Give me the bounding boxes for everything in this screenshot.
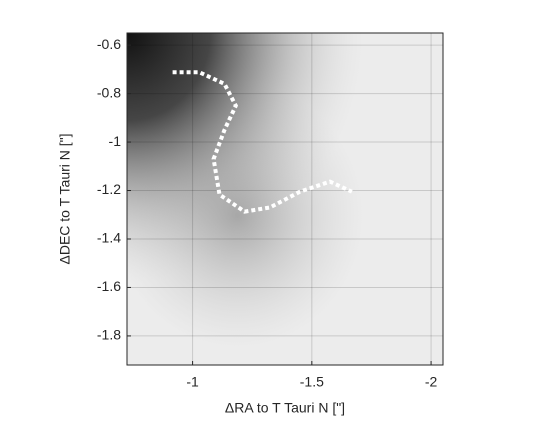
y-tick-label: -0.8 — [97, 84, 121, 100]
y-tick-label: -1.8 — [97, 327, 121, 343]
x-tick-label: -1 — [186, 374, 199, 390]
x-tick-label: -1.5 — [300, 374, 324, 390]
y-tick-label: -1.6 — [97, 278, 121, 294]
x-axis-label: ΔRA to T Tauri N ["] — [225, 400, 345, 416]
axes-box — [126, 32, 444, 366]
y-tick-label: -1.4 — [97, 230, 121, 246]
y-axis-label: ΔDEC to T Tauri N ["] — [57, 133, 73, 264]
y-tick-label: -1 — [109, 133, 122, 149]
y-tick-label: -1.2 — [97, 181, 121, 197]
y-tick-label: -0.6 — [97, 36, 121, 52]
x-tick-label: -2 — [425, 374, 438, 390]
curve — [172, 70, 353, 214]
